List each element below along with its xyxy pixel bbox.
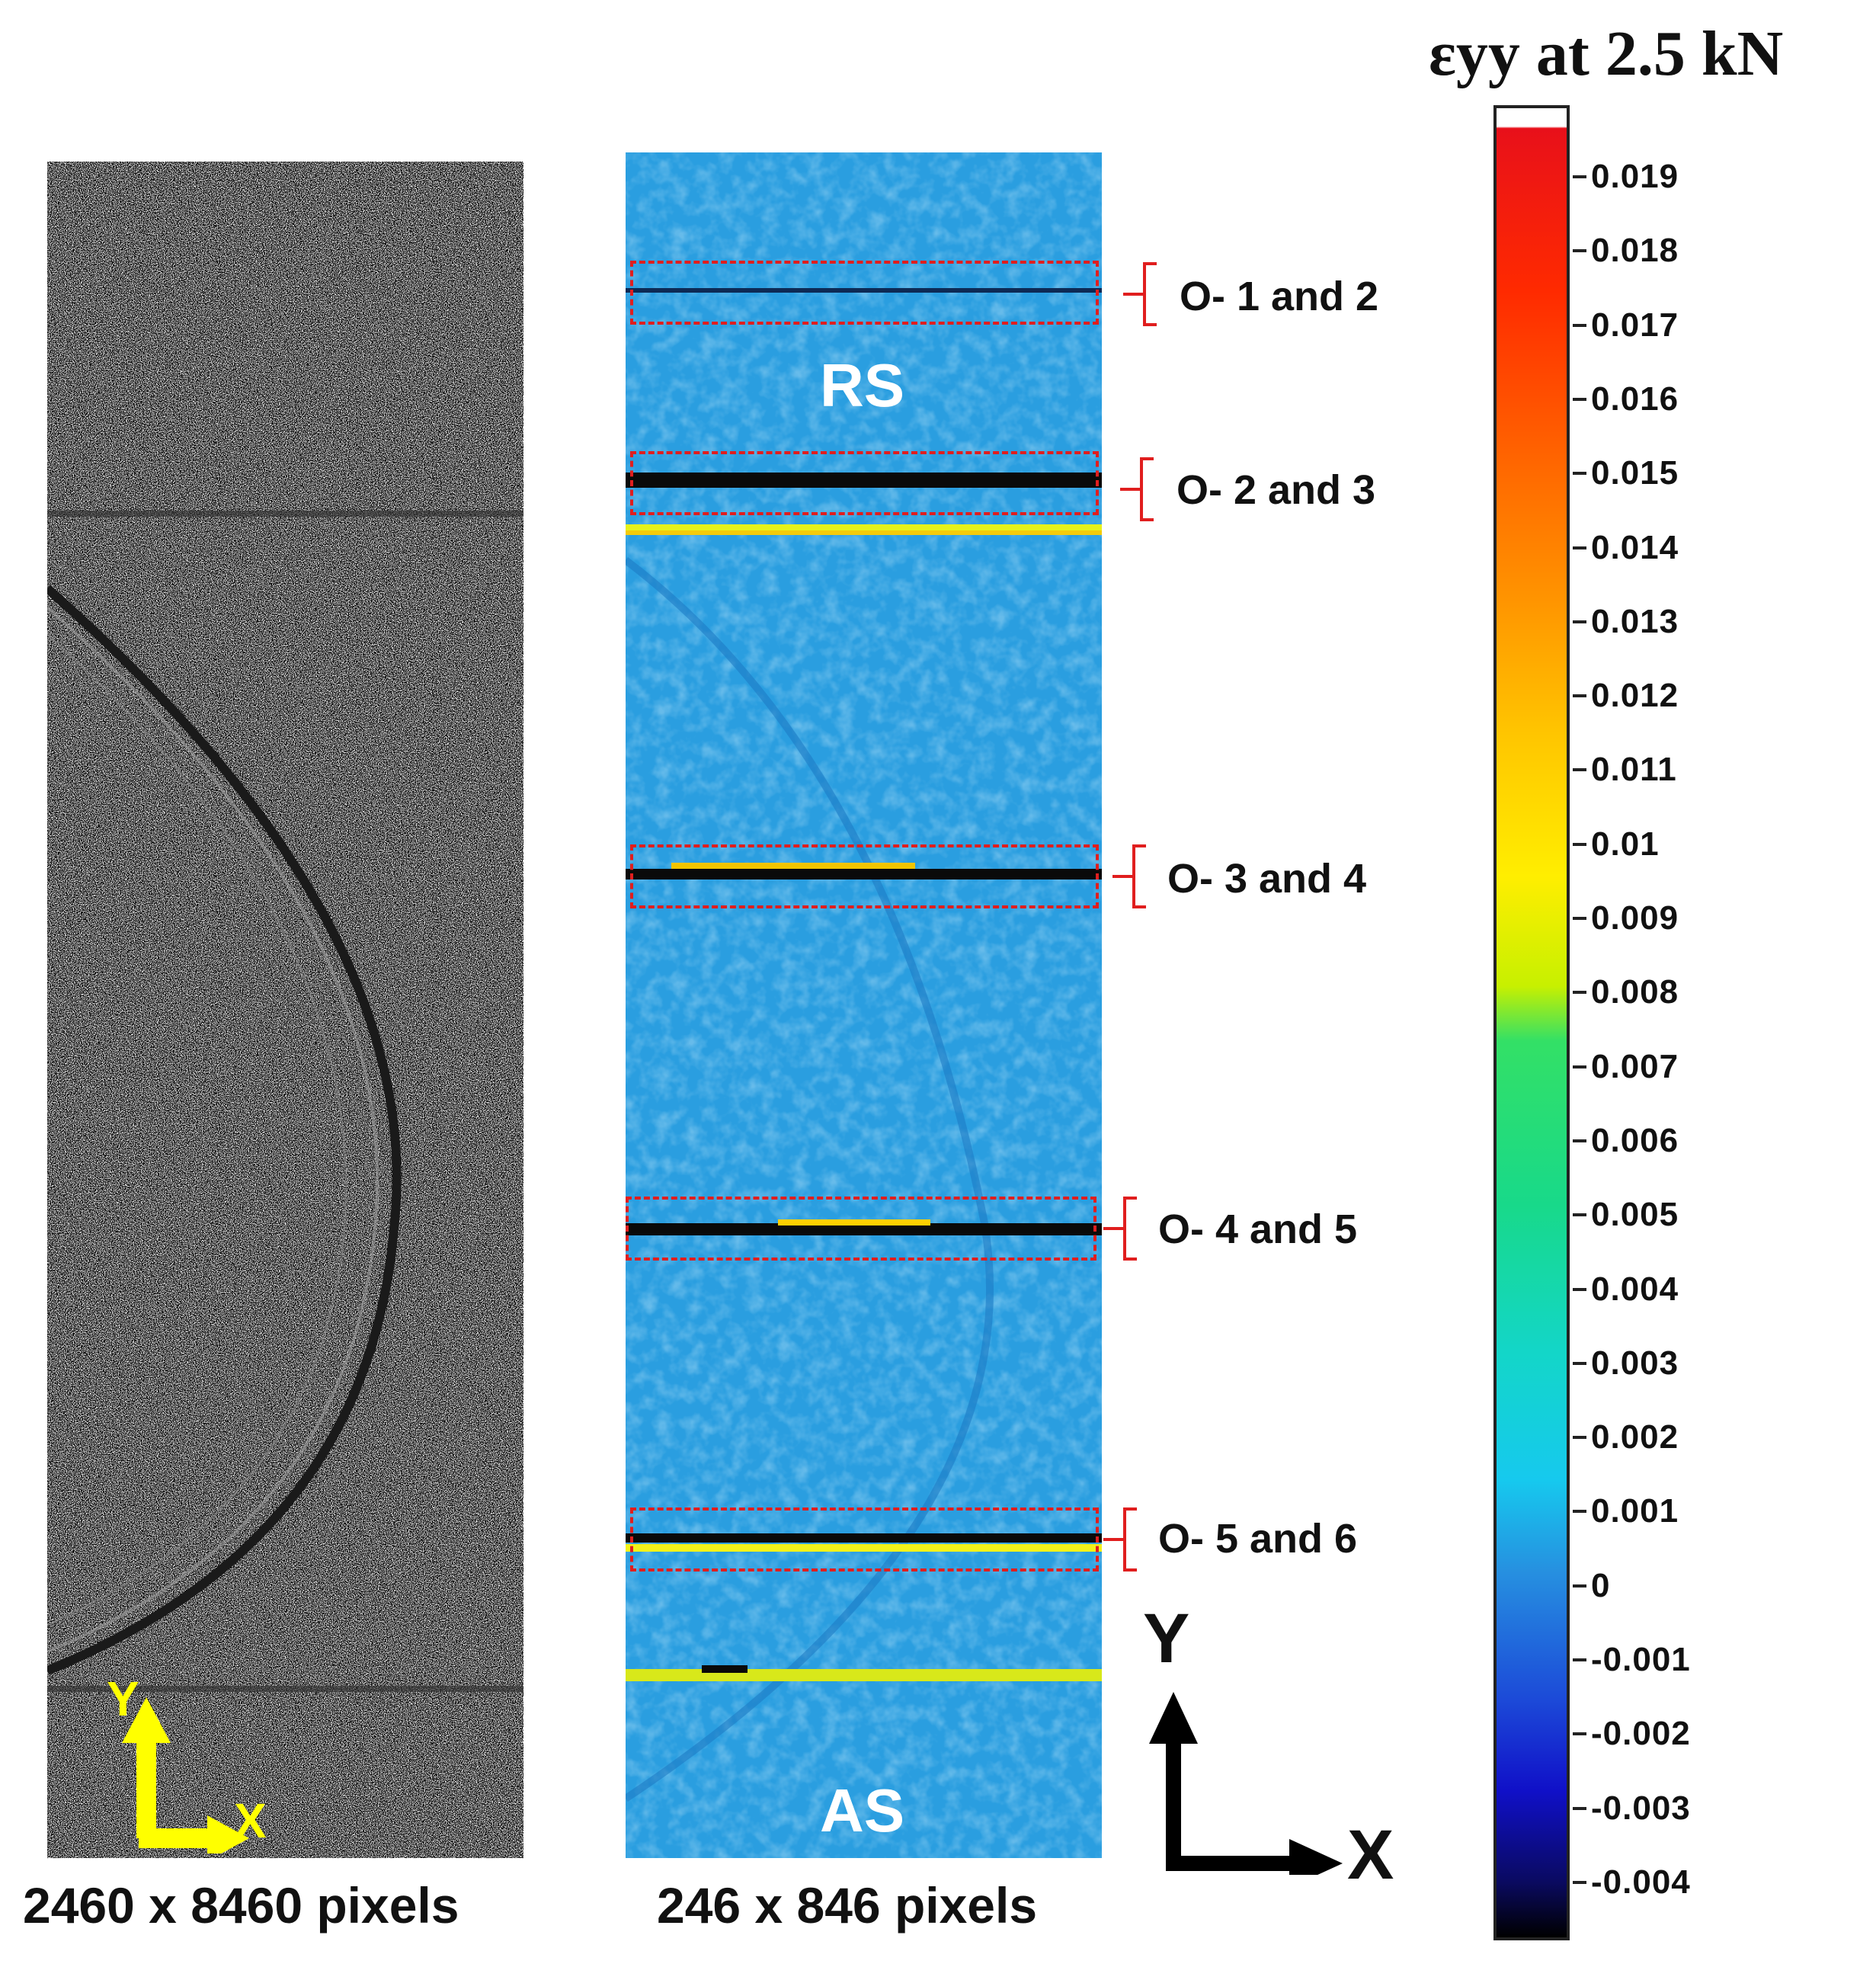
speckle-image: Y X <box>47 162 523 1858</box>
colorbar-tick-label: 0.011 <box>1591 751 1677 789</box>
region-box-4 <box>626 1197 1096 1261</box>
colorbar-tick <box>1573 472 1586 476</box>
region-box-1 <box>630 261 1099 325</box>
region-label-4: O- 4 and 5 <box>1158 1206 1358 1252</box>
colorbar-tick <box>1573 768 1586 772</box>
left-axis-arrows-icon <box>122 1697 249 1853</box>
colorbar-tick-label: -0.003 <box>1591 1789 1691 1827</box>
colorbar-tick-label: 0.017 <box>1591 306 1679 344</box>
right-resolution-caption: 246 x 846 pixels <box>657 1877 1038 1934</box>
colorbar-tick-label: 0.01 <box>1591 825 1660 863</box>
as-label: AS <box>820 1777 905 1844</box>
colorbar-tick <box>1573 1361 1586 1365</box>
colorbar-tick <box>1573 620 1586 623</box>
colorbar-tick-label: 0.004 <box>1591 1270 1679 1308</box>
region-label-3: O- 3 and 4 <box>1167 856 1367 902</box>
region-box-5 <box>630 1507 1099 1572</box>
colorbar-tick <box>1573 1732 1586 1736</box>
axis-arrows-icon <box>1149 1692 1343 1875</box>
left-axis-y-label: Y <box>107 1671 139 1726</box>
colorbar-tick <box>1573 1139 1586 1142</box>
colorbar-tick-label: -0.001 <box>1591 1641 1691 1678</box>
colorbar-tick <box>1573 1510 1586 1514</box>
colorbar-tick <box>1573 1436 1586 1440</box>
axis-x-label: X <box>1347 1816 1394 1894</box>
speckle-pattern <box>47 162 523 1858</box>
colorbar-tick-label: 0.006 <box>1591 1121 1679 1159</box>
colorbar-tick <box>1573 397 1586 401</box>
colorbar-tick <box>1573 694 1586 698</box>
colorbar-tick <box>1573 1213 1586 1217</box>
colorbar-tick <box>1573 842 1586 846</box>
colorbar-tick <box>1573 1658 1586 1661</box>
colorbar-title: εyy at 2.5 kN <box>1429 18 1784 89</box>
bracket-1 <box>1143 262 1157 326</box>
colorbar-tick <box>1573 546 1586 549</box>
axis-y-label: Y <box>1143 1600 1190 1677</box>
colorbar-tick <box>1573 917 1586 920</box>
strain-field <box>626 152 1102 1858</box>
left-resolution-caption: 2460 x 8460 pixels <box>23 1877 459 1934</box>
colorbar-tick-label: 0.009 <box>1591 899 1679 937</box>
colorbar-tick-label: 0.002 <box>1591 1418 1679 1456</box>
colorbar-tick-label: 0.014 <box>1591 528 1679 566</box>
colorbar-tick <box>1573 1584 1586 1588</box>
colorbar <box>1493 105 1570 1940</box>
colorbar-tick-label: 0.015 <box>1591 454 1679 492</box>
colorbar-tick <box>1573 249 1586 253</box>
bracket-3 <box>1132 844 1146 908</box>
colorbar-tick-label: 0.019 <box>1591 158 1679 195</box>
bracket-4 <box>1123 1197 1137 1261</box>
colorbar-tick-label: 0.007 <box>1591 1047 1679 1085</box>
strain-map: RS AS <box>626 152 1102 1858</box>
colorbar-tick <box>1573 1880 1586 1884</box>
colorbar-tick-label: 0 <box>1591 1566 1611 1604</box>
left-axis-x-label: X <box>234 1793 267 1848</box>
colorbar-tick <box>1573 323 1586 327</box>
colorbar-tick-label: 0.003 <box>1591 1344 1679 1382</box>
colorbar-tick <box>1573 1287 1586 1291</box>
bracket-2 <box>1140 457 1154 521</box>
colorbar-tick-label: 0.016 <box>1591 380 1679 418</box>
colorbar-tick-label: -0.004 <box>1591 1863 1691 1901</box>
region-label-5: O- 5 and 6 <box>1158 1516 1358 1562</box>
colorbar-tick-label: -0.002 <box>1591 1715 1691 1753</box>
region-label-2: O- 2 and 3 <box>1177 467 1376 513</box>
colorbar-tick <box>1573 991 1586 995</box>
colorbar-tick-label: 0.013 <box>1591 602 1679 640</box>
colorbar-tick-label: 0.008 <box>1591 973 1679 1011</box>
colorbar-tick <box>1573 1065 1586 1068</box>
colorbar-tick-label: 0.018 <box>1591 232 1679 270</box>
region-box-3 <box>630 844 1099 908</box>
colorbar-tick-label: 0.012 <box>1591 677 1679 715</box>
colorbar-tick <box>1573 175 1586 178</box>
colorbar-tick-label: 0.001 <box>1591 1492 1679 1530</box>
region-label-1: O- 1 and 2 <box>1180 274 1379 319</box>
region-box-2 <box>630 451 1099 515</box>
colorbar-tick <box>1573 1806 1586 1810</box>
rs-label: RS <box>820 351 905 419</box>
colorbar-tick-label: 0.005 <box>1591 1196 1679 1234</box>
bracket-5 <box>1123 1507 1137 1572</box>
